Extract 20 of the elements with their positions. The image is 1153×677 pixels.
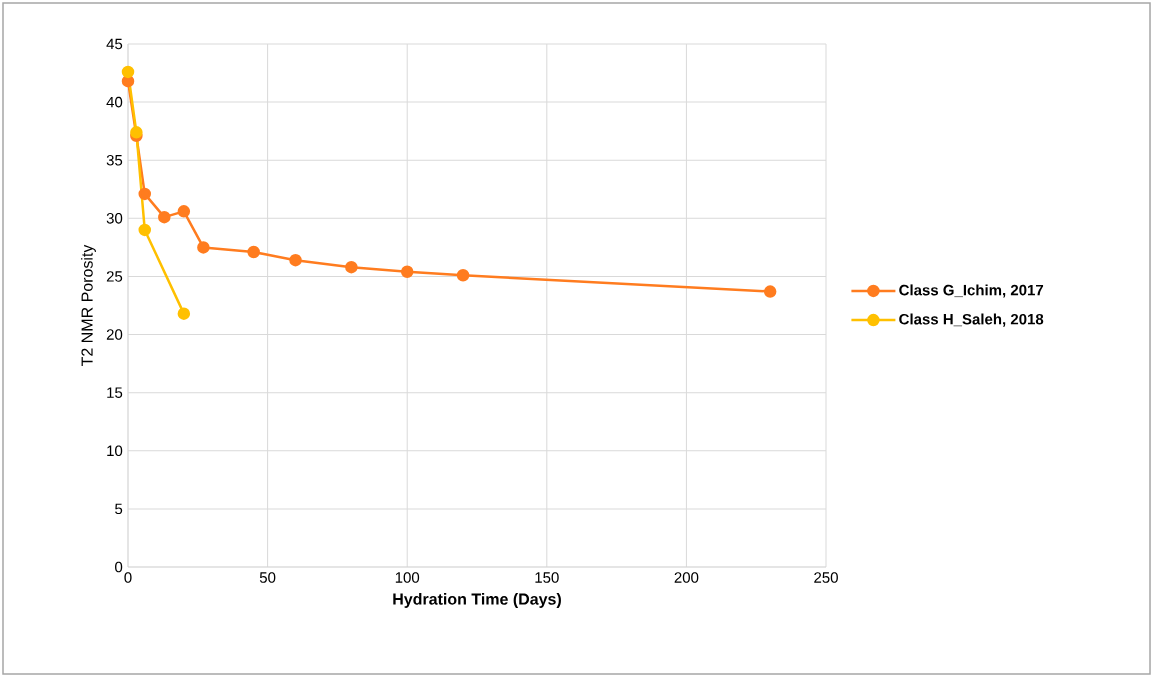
x-tick-label: 150 [535,572,559,583]
y-tick-label: 5 [115,503,123,515]
y-axis-title: T2 NMR Porosity [81,244,96,367]
y-tick-label: 35 [106,154,123,166]
y-tick-label: 15 [107,387,123,398]
x-tick-label: 0 [124,572,132,583]
x-tick-label: 100 [395,572,420,583]
y-tick-label: 45 [106,38,123,50]
y-tick-label: 10 [107,445,123,457]
y-tick-label: 30 [106,213,123,224]
y-tick-label: 0 [115,561,123,573]
y-tick-label: 20 [106,329,123,340]
legend-label: Class G_Ichim, 2017 [899,284,1044,298]
x-tick-label: 250 [814,572,838,583]
y-tick-label: 25 [106,271,123,282]
x-tick-label: 200 [674,572,699,583]
x-tick-label: 50 [259,572,276,583]
legend-label: Class H_Saleh, 2018 [899,313,1044,327]
y-tick-label: 40 [106,96,123,108]
x-axis-title: Hydration Time (Days) [393,593,561,608]
